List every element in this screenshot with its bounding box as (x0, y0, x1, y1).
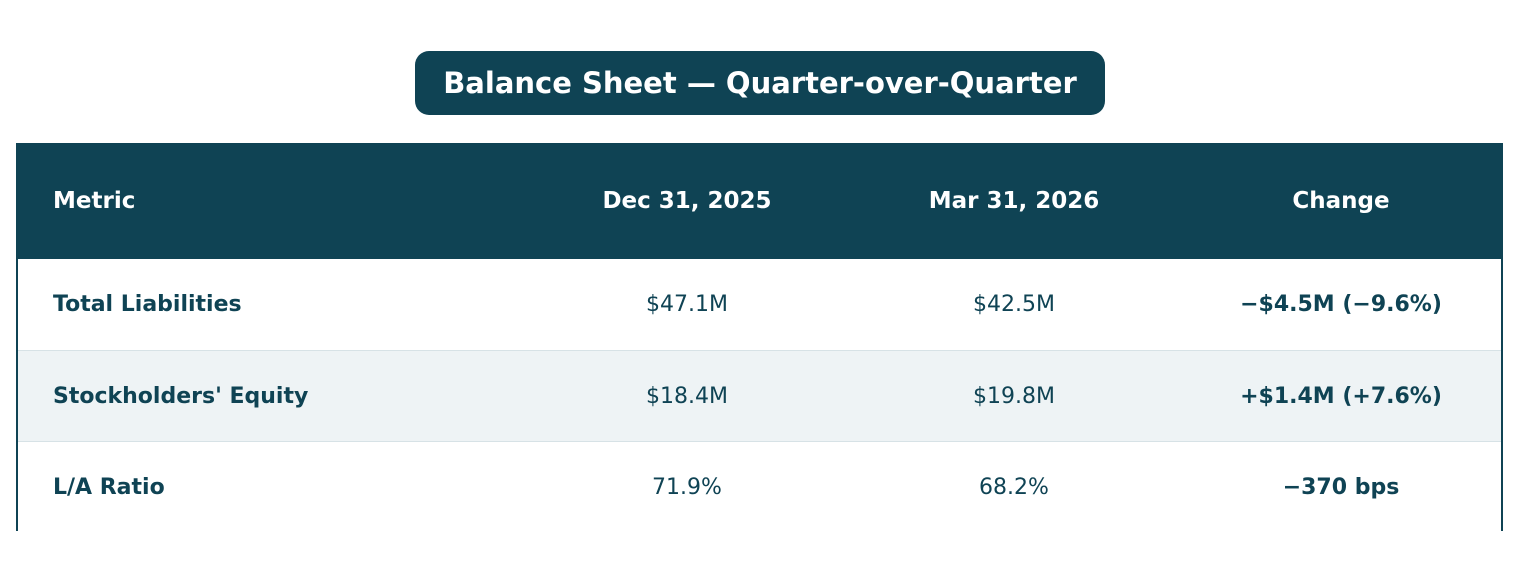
row-prev-value: $47.1M (646, 292, 728, 317)
column-header-change: Change (1292, 188, 1390, 214)
row-metric-label: Total Liabilities (53, 292, 242, 317)
row-prev-value: $18.4M (646, 383, 728, 409)
row-curr-value: $42.5M (973, 292, 1055, 317)
row-metric-label: Stockholders' Equity (53, 383, 309, 409)
balance-sheet-table: Metric Dec 31, 2025 Mar 31, 2026 Change … (16, 143, 1503, 532)
table-row: Total Liabilities $47.1M $42.5M −$4.5M (… (18, 259, 1501, 350)
table-title: Balance Sheet — Quarter-over-Quarter (415, 51, 1105, 115)
row-curr-value: $19.8M (973, 383, 1055, 409)
column-header-curr-date: Mar 31, 2026 (928, 188, 1100, 214)
row-change-value: −$4.5M (−9.6%) (1240, 292, 1442, 317)
row-curr-value: 68.2% (979, 474, 1049, 500)
column-header-metric: Metric (53, 188, 136, 214)
column-header-prev-date: Dec 31, 2025 (602, 188, 772, 214)
row-change-value: +$1.4M (+7.6%) (1240, 383, 1442, 409)
table-row: L/A Ratio 71.9% 68.2% −370 bps (18, 441, 1501, 532)
row-change-value: −370 bps (1282, 474, 1400, 500)
row-metric-label: L/A Ratio (53, 474, 165, 500)
table-header-row: Metric Dec 31, 2025 Mar 31, 2026 Change (18, 143, 1501, 259)
table-row: Stockholders' Equity $18.4M $19.8M +$1.4… (18, 350, 1501, 441)
row-prev-value: 71.9% (652, 474, 722, 500)
